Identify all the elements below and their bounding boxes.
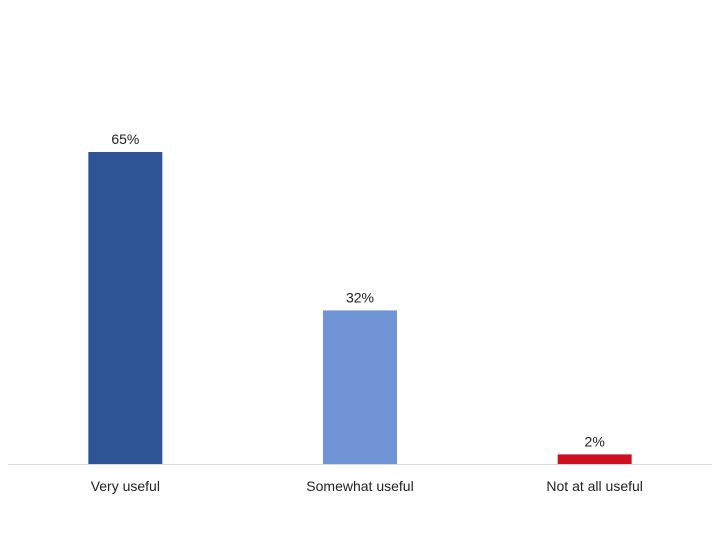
x-tick-label: Somewhat useful bbox=[306, 478, 413, 494]
bar-very-useful bbox=[88, 152, 163, 464]
x-tick-label: Not at all useful bbox=[546, 478, 643, 494]
data-label: 2% bbox=[585, 433, 605, 449]
data-label: 65% bbox=[111, 131, 139, 147]
bar-somewhat-useful bbox=[323, 310, 397, 464]
bar-not-at-all-useful bbox=[557, 454, 632, 464]
x-tick-label: Very useful bbox=[91, 478, 160, 494]
data-label: 32% bbox=[346, 289, 374, 305]
